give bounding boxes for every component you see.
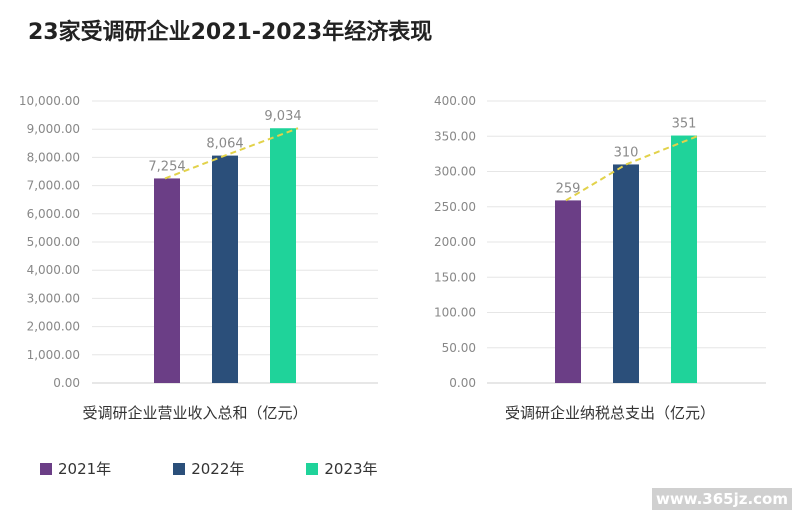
chart0-ytick-label: 1,000.00	[27, 348, 80, 362]
legend-label-2023: 2023年	[324, 460, 378, 478]
chart0-ytick-label: 3,000.00	[27, 291, 80, 305]
chart1-ytick-label: 50.00	[442, 341, 476, 355]
chart0-ytick-label: 8,000.00	[27, 150, 80, 164]
legend-item-2021[interactable]: 2021年	[40, 458, 111, 479]
chart0-xlabel: 受调研企业营业收入总和（亿元）	[82, 404, 307, 422]
chart0-value-label-2: 9,034	[264, 109, 301, 124]
chart0-ytick-label: 4,000.00	[27, 263, 80, 277]
chart1-bar-0	[555, 200, 581, 383]
page-title: 23家受调研企业2021-2023年经济表现	[28, 20, 433, 45]
chart1-ytick-label: 150.00	[434, 270, 476, 284]
chart1-ytick-label: 250.00	[434, 200, 476, 214]
chart1-ytick-label: 200.00	[434, 235, 476, 249]
chart0-ytick-label: 0.00	[53, 376, 80, 390]
chart1-ytick-label: 300.00	[434, 165, 476, 179]
chart1-bar-2	[671, 135, 697, 383]
chart1-ytick-label: 350.00	[434, 129, 476, 143]
chart0-value-label-0: 7,254	[148, 159, 185, 174]
legend-swatch-2022	[173, 462, 186, 475]
chart1-value-label-2: 351	[672, 117, 697, 132]
chart0-bar-0	[154, 178, 180, 383]
legend-item-2022[interactable]: 2022年	[173, 458, 244, 479]
chart1-xlabel: 受调研企业纳税总支出（亿元）	[505, 404, 715, 422]
chart0-bar-2	[270, 128, 296, 383]
watermark: www.365jz.com	[651, 488, 792, 510]
chart0-bar-1	[212, 155, 238, 383]
legend-label-2022: 2022年	[191, 460, 245, 478]
legend-item-2023[interactable]: 2023年	[306, 458, 378, 479]
chart0-ytick-label: 2,000.00	[27, 320, 80, 334]
chart1-value-label-1: 310	[614, 145, 639, 160]
chart0-ytick-label: 10,000.00	[19, 94, 80, 108]
chart0-trend-line	[164, 127, 299, 180]
legend-swatch-2021	[40, 462, 52, 475]
chart1-value-label-0: 259	[556, 181, 581, 196]
chart1-trend-line	[565, 134, 700, 202]
chart0-ytick-label: 7,000.00	[27, 179, 80, 193]
chart1-ytick-label: 100.00	[434, 306, 476, 320]
chart0-ytick-label: 6,000.00	[27, 207, 80, 221]
chart1-ytick-label: 400.00	[434, 94, 476, 108]
chart0-ytick-label: 9,000.00	[27, 122, 80, 136]
chart1-bar-1	[613, 164, 639, 383]
legend: 2021年 2022年 2023年	[40, 458, 440, 479]
chart0-ytick-label: 5,000.00	[27, 235, 80, 249]
chart0-value-label-1: 8,064	[206, 137, 243, 152]
legend-swatch-2023	[306, 462, 319, 475]
legend-label-2021: 2021年	[58, 460, 112, 478]
chart1-ytick-label: 0.00	[449, 376, 476, 390]
